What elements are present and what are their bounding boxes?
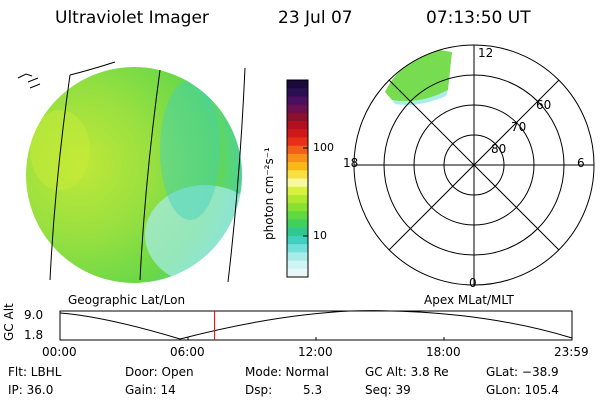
colorbar-tick-10: 10 [313, 229, 327, 242]
info-glon: GLon: 105.4 [486, 383, 559, 397]
colorbar-cell [287, 186, 308, 196]
info-door: Door: Open [125, 365, 194, 379]
mlt-label-0: 0 [469, 276, 477, 290]
time-tick-1200: 12:00 [298, 345, 333, 359]
colorbar-cell [287, 260, 308, 270]
time-tick-0600: 06:00 [170, 345, 205, 359]
colorbar-cell [287, 129, 308, 139]
info-seq: Seq: 39 [365, 383, 411, 397]
info-mode: Mode: Normal [245, 365, 329, 379]
colorbar-cell [287, 170, 308, 180]
time-label: 07:13:50 UT [426, 8, 531, 28]
colorbar-cell [287, 112, 308, 122]
colorbar-cell [287, 121, 308, 130]
mlt-label-18: 18 [343, 156, 359, 170]
info-dsp-value: 5.3 [303, 383, 323, 397]
colorbar-cell [287, 162, 308, 171]
longitude-lines [17, 61, 246, 283]
colorbar-cell [287, 244, 308, 253]
colorbar-cell [287, 88, 308, 98]
altitude-ytick-high: 9.0 [24, 308, 44, 322]
time-tick-2359: 23:59 [554, 345, 589, 359]
altitude-ylabel: GC Alt [2, 303, 16, 341]
lat-label-60: 60 [536, 98, 552, 112]
info-gc-alt: GC Alt: 3.8 Re [365, 365, 449, 379]
altitude-ytick-low: 1.8 [24, 328, 44, 342]
info-filter: Flt: LBHL [8, 365, 62, 379]
colorbar-cell [287, 178, 308, 188]
colorbar-cell [287, 203, 308, 212]
colorbar-cell [287, 96, 308, 106]
info-dsp-label: Dsp: [245, 383, 273, 397]
colorbar-tick-100: 100 [313, 141, 334, 154]
info-ip: IP: 36.0 [8, 383, 54, 397]
colorbar-cell [287, 145, 308, 155]
mlt-label-6: 6 [577, 156, 585, 170]
lat-label-80: 80 [491, 142, 507, 156]
colorbar-cell [287, 137, 308, 147]
geographic-map-title: Geographic Lat/Lon [68, 293, 186, 307]
polar-image-patch [385, 50, 452, 102]
apex-map-title: Apex MLat/MLT [424, 293, 514, 307]
colorbar-cell [287, 252, 308, 262]
colorbar-cell [287, 153, 308, 163]
lat-label-70: 70 [511, 120, 527, 134]
altitude-curve [59, 310, 573, 340]
colorbar-cell [287, 80, 308, 89]
colorbar-cell [287, 227, 308, 237]
colorbar-cell [287, 219, 308, 229]
colorbar-cell [287, 268, 308, 278]
app-title: Ultraviolet Imager [55, 8, 209, 28]
colorbar-cell [287, 211, 308, 221]
time-tick-1800: 18:00 [426, 345, 461, 359]
time-tick-0000: 00:00 [42, 345, 77, 359]
colorbar-cell [287, 194, 308, 204]
date-label: 23 Jul 07 [278, 8, 353, 28]
info-glat: GLat: −38.9 [486, 365, 559, 379]
info-gain: Gain: 14 [125, 383, 176, 397]
mlt-label-12: 12 [478, 46, 494, 60]
colorbar-cell [287, 235, 308, 245]
colorbar-cell [287, 104, 308, 114]
